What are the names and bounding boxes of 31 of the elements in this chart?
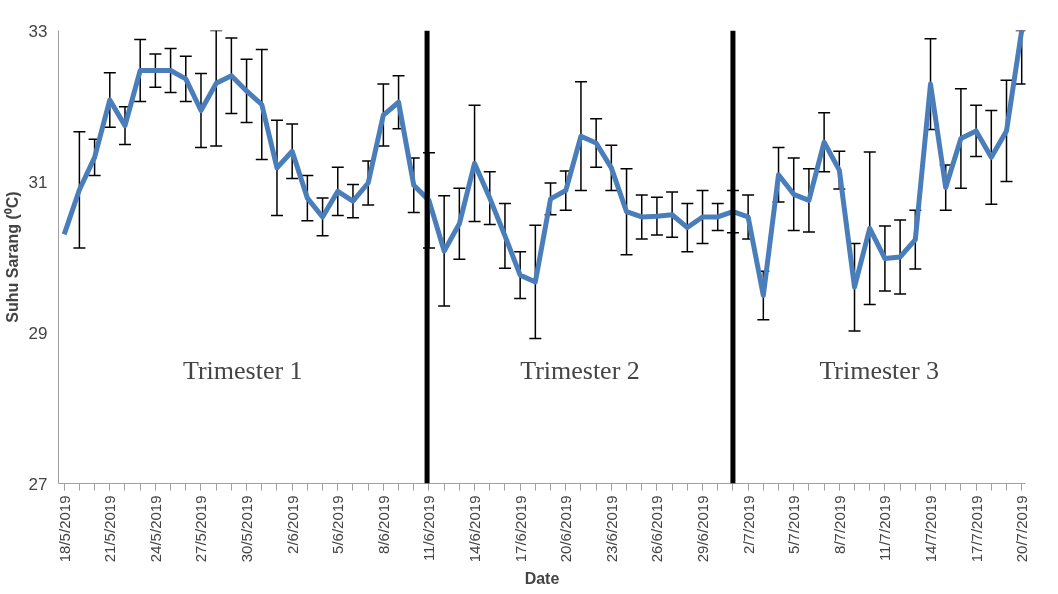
annotation: Trimester 3 — [819, 355, 940, 385]
x-tick-label: 26/6/2019 — [648, 495, 666, 563]
x-tick-label: 11/6/2019 — [420, 495, 438, 562]
x-tick-label: 5/6/2019 — [329, 495, 347, 554]
x-tick-label: 21/5/2019 — [101, 495, 119, 563]
annotation: Trimester 2 — [520, 355, 640, 385]
x-tick-label: 20/7/2019 — [1013, 495, 1031, 563]
x-tick-label: 2/6/2019 — [283, 495, 301, 554]
x-tick-label: 11/7/2019 — [876, 495, 894, 562]
x-tick-label: 14/6/2019 — [466, 495, 484, 563]
x-tick-label: 14/7/2019 — [922, 495, 940, 563]
x-axis-title: Date — [524, 570, 560, 588]
y-tick-label: 29 — [28, 323, 48, 343]
annotation: Trimester 1 — [182, 355, 303, 385]
x-tick-label: 2/7/2019 — [739, 495, 757, 554]
x-tick-label: 24/5/2019 — [146, 495, 164, 563]
y-tick-label: 33 — [28, 21, 48, 41]
x-tick-label: 5/7/2019 — [785, 495, 803, 554]
y-axis-title: Suhu Sarang (⁰C) — [3, 191, 21, 323]
y-tick-label: 27 — [28, 474, 48, 494]
x-tick-label: 18/5/2019 — [55, 495, 73, 563]
x-tick-label: 17/6/2019 — [511, 495, 529, 563]
x-tick-label: 29/6/2019 — [694, 495, 712, 563]
x-tick-label: 20/6/2019 — [557, 495, 575, 563]
x-tick-label: 17/7/2019 — [967, 495, 985, 563]
x-tick-label: 30/5/2019 — [238, 495, 256, 563]
x-tick-label: 8/6/2019 — [374, 495, 392, 554]
y-tick-label: 31 — [28, 172, 48, 192]
x-tick-label: 8/7/2019 — [830, 495, 848, 554]
x-tick-label: 27/5/2019 — [192, 495, 210, 563]
x-tick-label: 23/6/2019 — [602, 495, 620, 563]
